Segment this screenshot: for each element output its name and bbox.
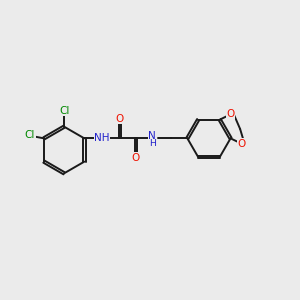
Text: O: O	[116, 114, 124, 124]
Text: O: O	[131, 153, 140, 163]
Text: NH: NH	[94, 133, 110, 143]
Text: Cl: Cl	[25, 130, 35, 140]
Text: Cl: Cl	[59, 106, 69, 116]
Text: O: O	[227, 109, 235, 119]
Text: O: O	[238, 139, 246, 149]
Text: H: H	[149, 139, 156, 148]
Text: N: N	[148, 131, 156, 141]
